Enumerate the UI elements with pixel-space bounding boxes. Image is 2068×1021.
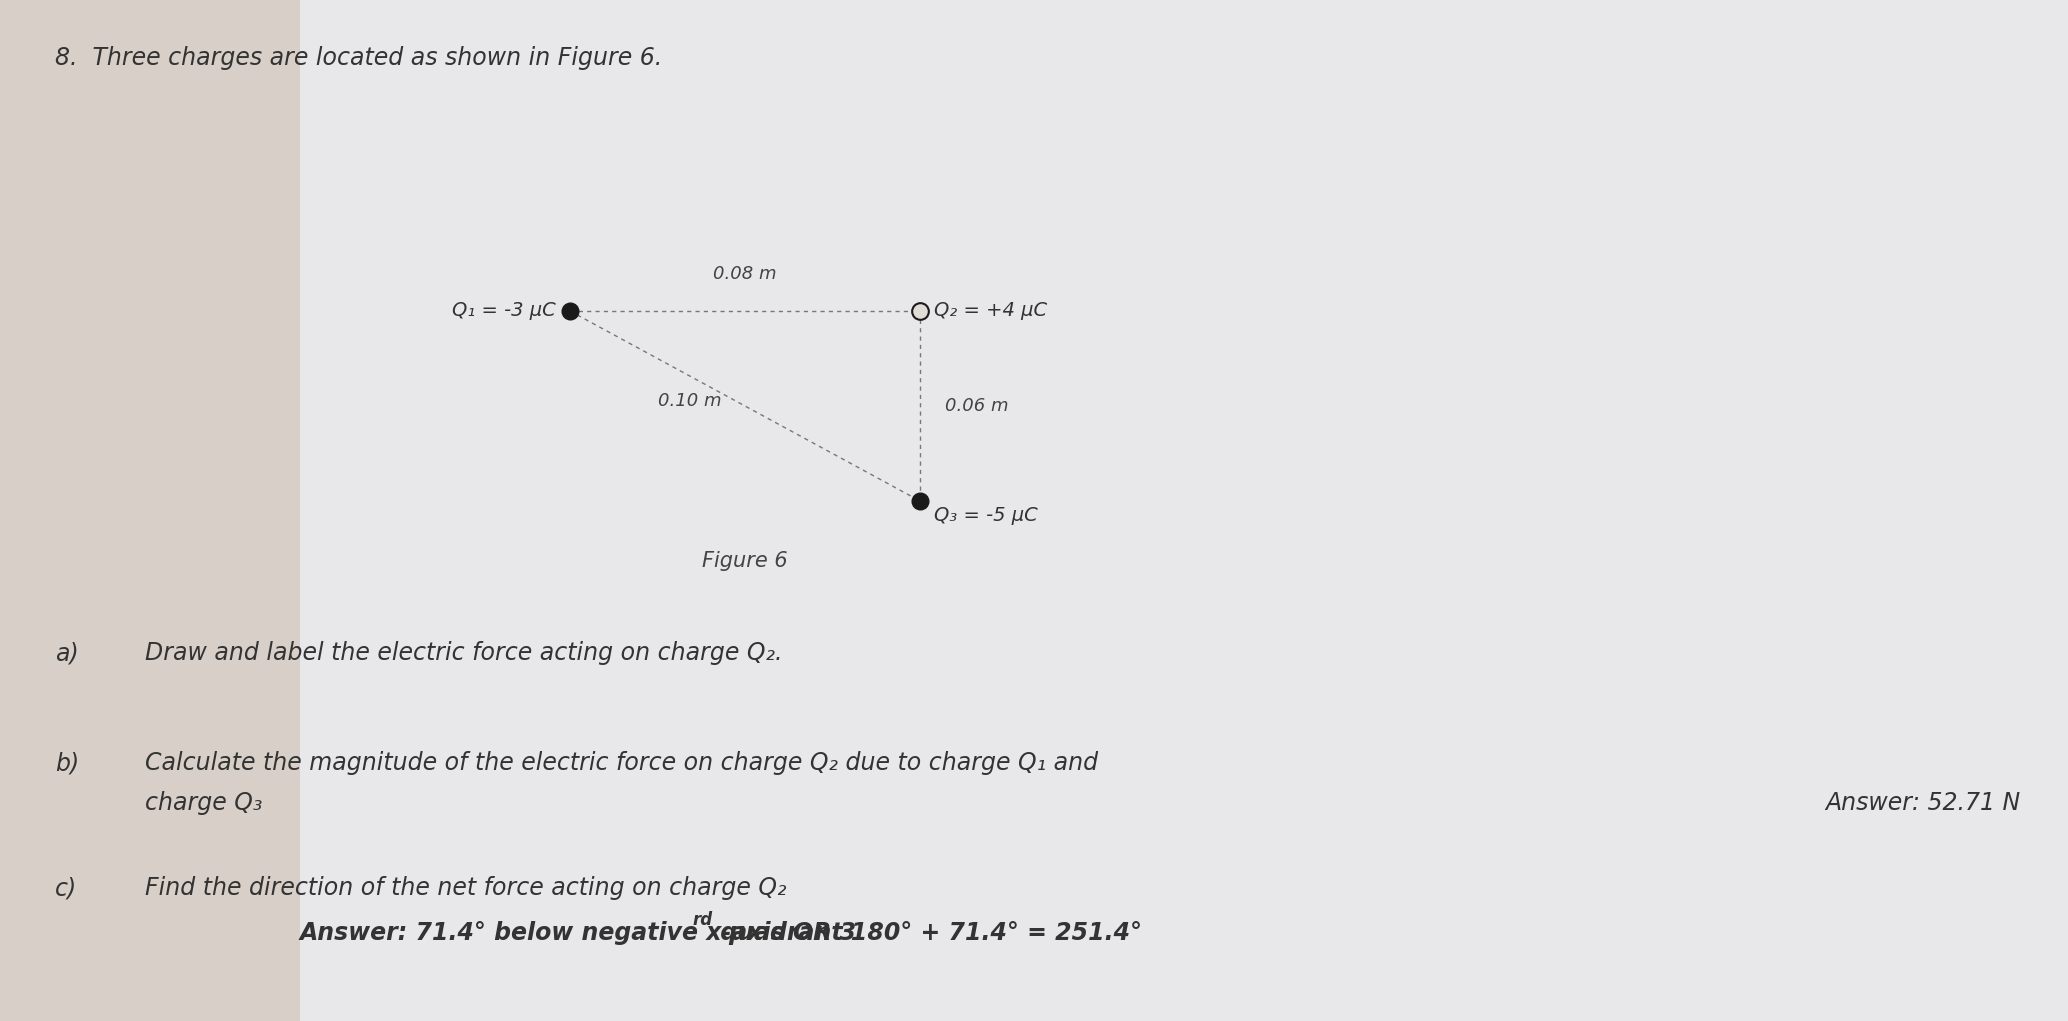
FancyBboxPatch shape bbox=[300, 0, 2068, 1021]
Text: Answer: 52.71 N: Answer: 52.71 N bbox=[1824, 791, 2020, 815]
Text: c): c) bbox=[56, 876, 77, 900]
Text: Answer: 71.4° below negative x-axis OR 3: Answer: 71.4° below negative x-axis OR 3 bbox=[300, 921, 856, 945]
Text: Q₂ = +4 μC: Q₂ = +4 μC bbox=[935, 301, 1046, 321]
Text: 8.  Three charges are located as shown in Figure 6.: 8. Three charges are located as shown in… bbox=[56, 46, 662, 70]
Text: Draw and label the electric force acting on charge Q₂.: Draw and label the electric force acting… bbox=[145, 641, 782, 665]
Text: 0.06 m: 0.06 m bbox=[945, 397, 1009, 415]
Text: quadrant 180° + 71.4° = 251.4°: quadrant 180° + 71.4° = 251.4° bbox=[711, 921, 1142, 945]
Text: Calculate the magnitude of the electric force on charge Q₂ due to charge Q₁ and: Calculate the magnitude of the electric … bbox=[145, 751, 1098, 775]
Text: a): a) bbox=[56, 641, 79, 665]
Text: Find the direction of the net force acting on charge Q₂: Find the direction of the net force acti… bbox=[145, 876, 786, 900]
Text: charge Q₃: charge Q₃ bbox=[145, 791, 263, 815]
Text: Q₃ = -5 μC: Q₃ = -5 μC bbox=[935, 506, 1038, 525]
Text: rd: rd bbox=[693, 911, 711, 929]
Text: b): b) bbox=[56, 751, 79, 775]
Text: 0.08 m: 0.08 m bbox=[713, 265, 778, 283]
Text: Figure 6: Figure 6 bbox=[703, 551, 788, 571]
Text: 0.10 m: 0.10 m bbox=[658, 392, 722, 410]
Text: Q₁ = -3 μC: Q₁ = -3 μC bbox=[453, 301, 556, 321]
